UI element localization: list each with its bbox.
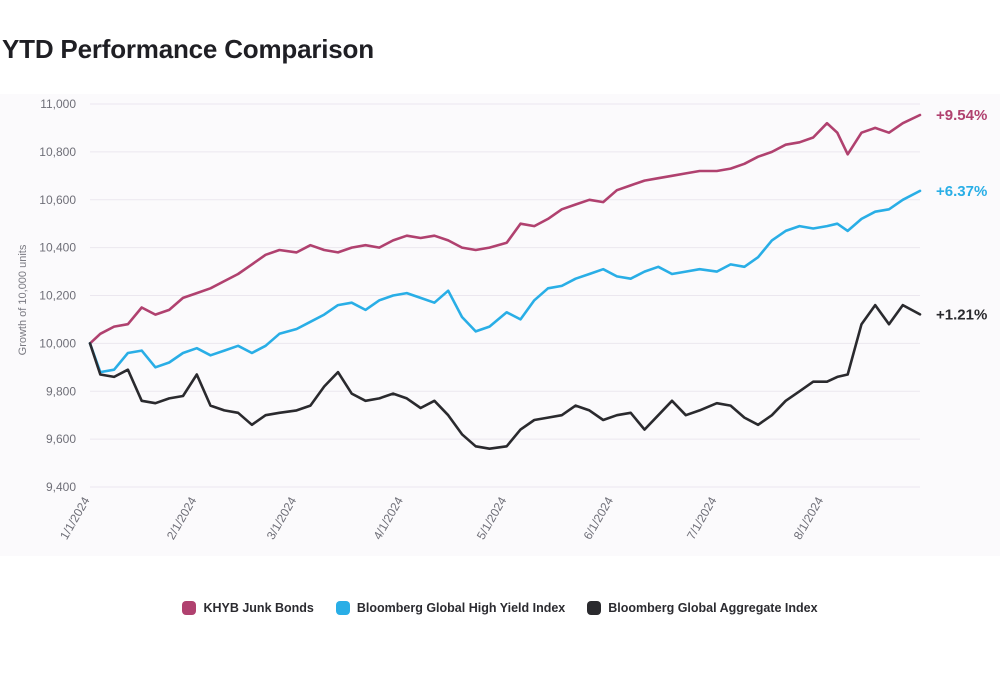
x-tick-label: 3/1/2024 [264,494,300,542]
legend-label-high-yield: Bloomberg Global High Yield Index [356,601,566,615]
legend-item-khyb[interactable]: KHYB Junk Bonds [182,601,314,615]
x-axis-ticks: 1/1/2024 2/1/2024 3/1/2024 4/1/2024 5/1/2024… [57,494,826,542]
legend-label-aggregate: Bloomberg Global Aggregate Index [608,601,818,615]
y-tick-label: 11,000 [40,97,76,111]
y-tick-label: 10,600 [39,193,76,207]
y-tick-label: 10,000 [39,336,76,350]
series-line-aggregate [88,303,922,451]
series-line-khyb [88,113,922,345]
y-tick-label: 9,400 [46,480,76,494]
legend-swatch-high-yield [335,601,350,615]
series-lines [88,113,922,451]
legend-label-khyb: KHYB Junk Bonds [203,601,314,615]
y-tick-label: 9,600 [46,432,76,446]
plot-background [0,94,1000,556]
y-tick-label: 9,800 [46,384,76,398]
end-label-aggregate: +1.21% [936,306,987,323]
legend-swatch-aggregate [587,601,602,615]
legend-item-high-yield[interactable]: Bloomberg Global High Yield Index [335,601,566,615]
x-tick-label: 1/1/2024 [57,494,93,542]
x-tick-label: 6/1/2024 [581,494,617,542]
y-tick-label: 10,400 [39,241,76,255]
x-tick-label: 7/1/2024 [684,494,720,542]
y-tick-label: 10,200 [39,289,76,303]
end-label-khyb: +9.54% [936,107,987,124]
legend-swatch-khyb [182,601,197,615]
page-title: YTD Performance Comparison [2,34,374,64]
y-axis-ticks: 9,400 9,600 9,800 10,000 10,200 10,400 10,600 1… [39,97,76,494]
series-line-high-yield [88,189,922,374]
y-axis-label: Growth of 10,000 units [17,244,29,355]
x-tick-label: 5/1/2024 [474,494,510,542]
x-tick-label: 8/1/2024 [791,494,827,542]
y-tick-label: 10,800 [39,145,76,159]
legend-item-aggregate[interactable]: Bloomberg Global Aggregate Index [587,601,818,615]
x-tick-label: 2/1/2024 [164,494,200,542]
x-tick-label: 4/1/2024 [371,494,407,542]
end-label-high-yield: +6.37% [936,183,987,200]
gridlines [90,103,920,488]
legend: KHYB Junk Bonds Bloomberg Global High Yi… [0,601,1000,615]
performance-line-chart: 9,400 9,600 9,800 10,000 10,200 10,400 10,600 1… [17,97,987,542]
end-labels: +9.54% +6.37% +1.21% [936,107,987,323]
